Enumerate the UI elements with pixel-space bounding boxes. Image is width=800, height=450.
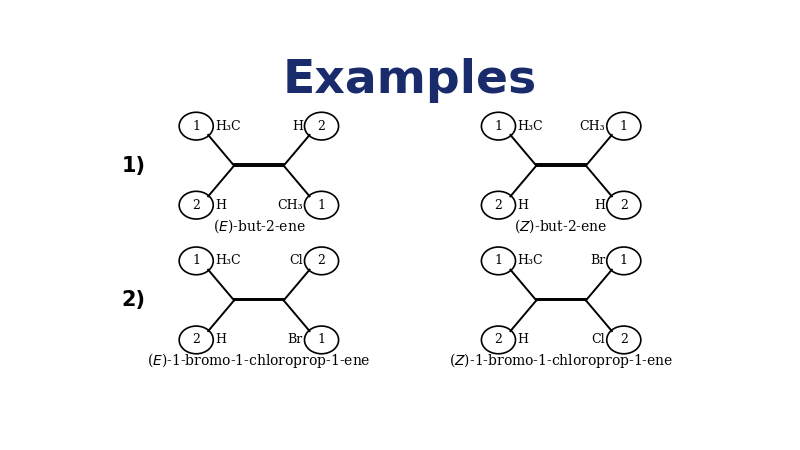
Text: H: H — [517, 198, 528, 211]
Text: CH₃: CH₃ — [579, 120, 605, 133]
Text: H: H — [594, 198, 605, 211]
Text: 1: 1 — [192, 254, 200, 267]
Text: 1: 1 — [318, 333, 326, 346]
Text: H: H — [215, 333, 226, 346]
Text: ($\it{E}$)-but-2-ene: ($\it{E}$)-but-2-ene — [213, 217, 305, 234]
Text: H₃C: H₃C — [517, 254, 542, 267]
Text: 1: 1 — [494, 120, 502, 133]
Text: 1: 1 — [494, 254, 502, 267]
Text: 2: 2 — [494, 198, 502, 211]
Text: H₃C: H₃C — [215, 254, 241, 267]
Text: ($\it{Z}$)-but-2-ene: ($\it{Z}$)-but-2-ene — [514, 217, 608, 234]
Text: 2): 2) — [122, 290, 146, 310]
Text: H: H — [215, 198, 226, 211]
Text: 1: 1 — [620, 254, 628, 267]
Text: 1: 1 — [620, 120, 628, 133]
Text: H₃C: H₃C — [215, 120, 241, 133]
Text: Br: Br — [288, 333, 303, 346]
Text: Cl: Cl — [290, 254, 303, 267]
Text: CH₃: CH₃ — [278, 198, 303, 211]
Text: 2: 2 — [192, 198, 200, 211]
Text: Examples: Examples — [283, 58, 537, 104]
Text: 2: 2 — [620, 333, 628, 346]
Text: Br: Br — [590, 254, 605, 267]
Text: 2: 2 — [494, 333, 502, 346]
Text: 2: 2 — [192, 333, 200, 346]
Text: 2: 2 — [318, 254, 326, 267]
Text: 2: 2 — [318, 120, 326, 133]
Text: H: H — [292, 120, 303, 133]
Text: 1: 1 — [192, 120, 200, 133]
Text: H₃C: H₃C — [517, 120, 542, 133]
Text: ($\it{Z}$)-1-bromo-1-chloroprop-1-ene: ($\it{Z}$)-1-bromo-1-chloroprop-1-ene — [449, 351, 674, 370]
Text: ($\it{E}$)-1-bromo-1-chloroprop-1-ene: ($\it{E}$)-1-bromo-1-chloroprop-1-ene — [147, 351, 370, 370]
Text: H: H — [517, 333, 528, 346]
Text: 2: 2 — [620, 198, 628, 211]
Text: Cl: Cl — [591, 333, 605, 346]
Text: 1: 1 — [318, 198, 326, 211]
Text: 1): 1) — [122, 156, 146, 176]
